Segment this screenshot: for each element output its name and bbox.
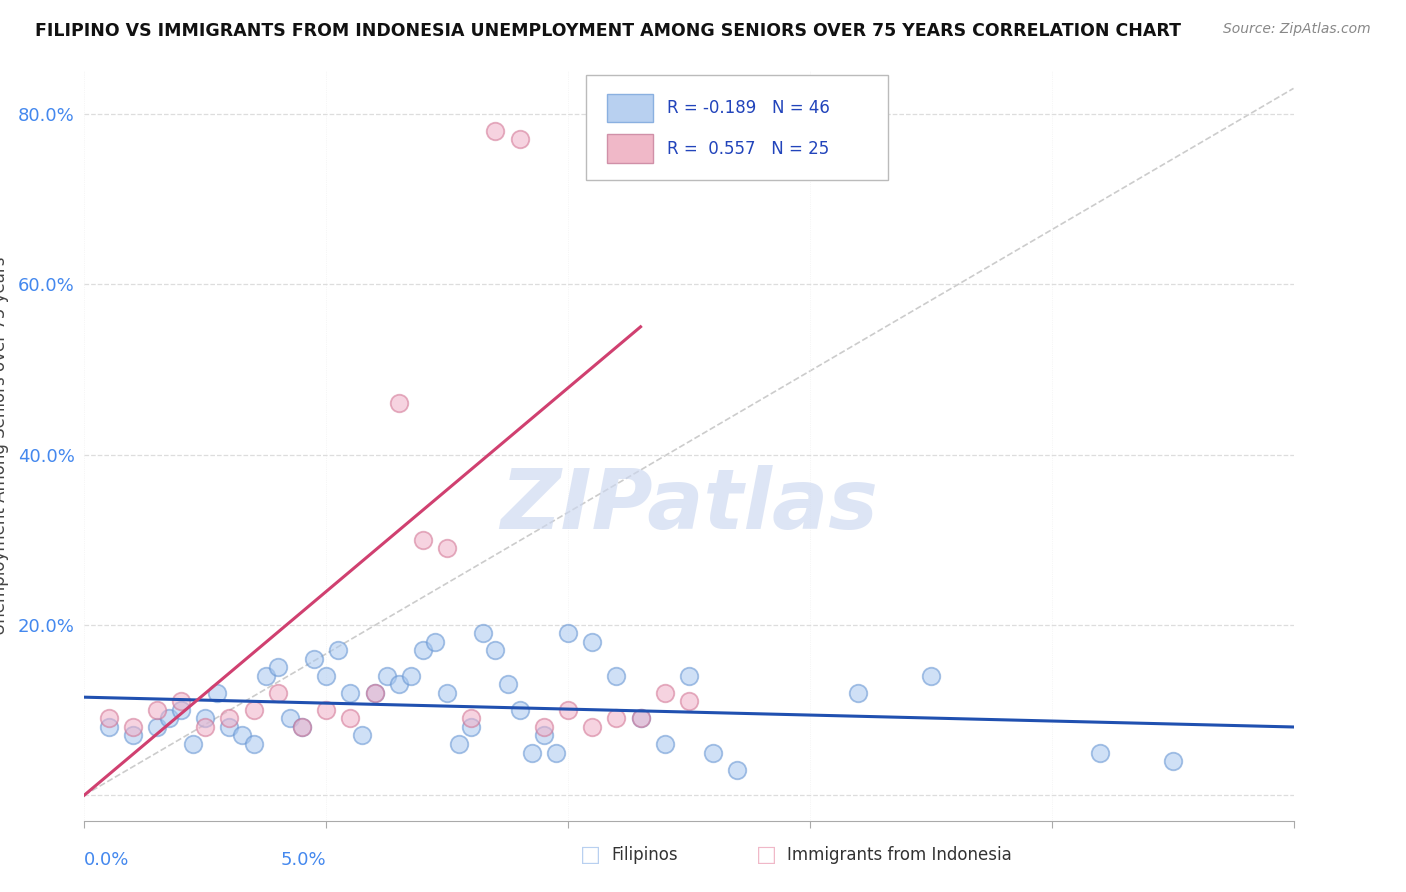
Point <box>170 694 193 708</box>
Point <box>291 720 314 734</box>
Point <box>278 711 301 725</box>
Point <box>181 737 204 751</box>
Point <box>170 703 193 717</box>
Point <box>218 720 240 734</box>
Point <box>388 677 411 691</box>
Text: FILIPINO VS IMMIGRANTS FROM INDONESIA UNEMPLOYMENT AMONG SENIORS OVER 75 YEARS C: FILIPINO VS IMMIGRANTS FROM INDONESIA UN… <box>35 22 1181 40</box>
Text: □: □ <box>581 845 600 864</box>
Point <box>388 396 411 410</box>
Point <box>242 737 264 751</box>
Point <box>302 652 325 666</box>
Point <box>194 711 217 725</box>
Point <box>436 541 458 556</box>
Point <box>605 711 627 725</box>
Point <box>581 635 603 649</box>
Point <box>484 124 506 138</box>
Point <box>678 669 700 683</box>
Point <box>291 720 314 734</box>
Point <box>231 729 253 743</box>
Point <box>509 132 531 146</box>
Text: □: □ <box>756 845 776 864</box>
Text: 0.0%: 0.0% <box>84 851 129 869</box>
Point <box>654 686 676 700</box>
Point <box>412 643 434 657</box>
Point <box>339 711 361 725</box>
Text: ZIPatlas: ZIPatlas <box>501 466 877 547</box>
Y-axis label: Unemployment Among Seniors over 75 years: Unemployment Among Seniors over 75 years <box>0 257 10 635</box>
Point <box>460 711 482 725</box>
Point <box>363 686 385 700</box>
Point <box>496 677 519 691</box>
Point <box>315 703 337 717</box>
Point <box>339 686 361 700</box>
Bar <box>607 94 652 122</box>
Point <box>557 626 579 640</box>
Point <box>630 711 652 725</box>
Point <box>157 711 180 725</box>
Point <box>520 746 543 760</box>
Point <box>581 720 603 734</box>
Point <box>254 669 277 683</box>
Point <box>544 746 567 760</box>
Point <box>267 686 290 700</box>
Point <box>267 660 290 674</box>
Text: Immigrants from Indonesia: Immigrants from Indonesia <box>787 846 1012 863</box>
Point <box>121 729 143 743</box>
Point <box>509 703 531 717</box>
Point <box>207 686 229 700</box>
Point <box>412 533 434 547</box>
FancyBboxPatch shape <box>586 75 889 180</box>
Point <box>725 763 748 777</box>
Point <box>375 669 398 683</box>
Point <box>654 737 676 751</box>
Point <box>605 669 627 683</box>
Point <box>484 643 506 657</box>
Point <box>352 729 374 743</box>
Point <box>436 686 458 700</box>
Point <box>460 720 482 734</box>
Point <box>533 720 555 734</box>
Point <box>399 669 422 683</box>
Point <box>533 729 555 743</box>
Point <box>920 669 942 683</box>
Point <box>146 703 169 717</box>
Point <box>218 711 240 725</box>
Point <box>678 694 700 708</box>
Text: 5.0%: 5.0% <box>281 851 326 869</box>
Point <box>1161 754 1184 768</box>
Point <box>121 720 143 734</box>
Point <box>846 686 869 700</box>
Point <box>328 643 350 657</box>
Point <box>363 686 385 700</box>
Text: Source: ZipAtlas.com: Source: ZipAtlas.com <box>1223 22 1371 37</box>
Point <box>315 669 337 683</box>
Point <box>702 746 724 760</box>
Point <box>449 737 471 751</box>
Point <box>557 703 579 717</box>
Point <box>97 720 120 734</box>
Point <box>630 711 652 725</box>
Point <box>472 626 495 640</box>
Text: Filipinos: Filipinos <box>612 846 678 863</box>
Point <box>1088 746 1111 760</box>
Point <box>194 720 217 734</box>
Point <box>146 720 169 734</box>
Text: R = -0.189   N = 46: R = -0.189 N = 46 <box>668 99 830 117</box>
Point <box>423 635 446 649</box>
Point <box>242 703 264 717</box>
Text: R =  0.557   N = 25: R = 0.557 N = 25 <box>668 139 830 158</box>
Point <box>97 711 120 725</box>
Bar <box>607 135 652 162</box>
